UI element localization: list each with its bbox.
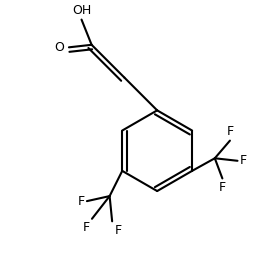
Text: F: F [82,221,89,234]
Text: F: F [226,125,233,138]
Text: OH: OH [72,4,91,17]
Text: F: F [77,195,84,208]
Text: F: F [219,181,226,194]
Text: F: F [240,154,247,167]
Text: F: F [115,224,122,237]
Text: O: O [54,41,64,54]
